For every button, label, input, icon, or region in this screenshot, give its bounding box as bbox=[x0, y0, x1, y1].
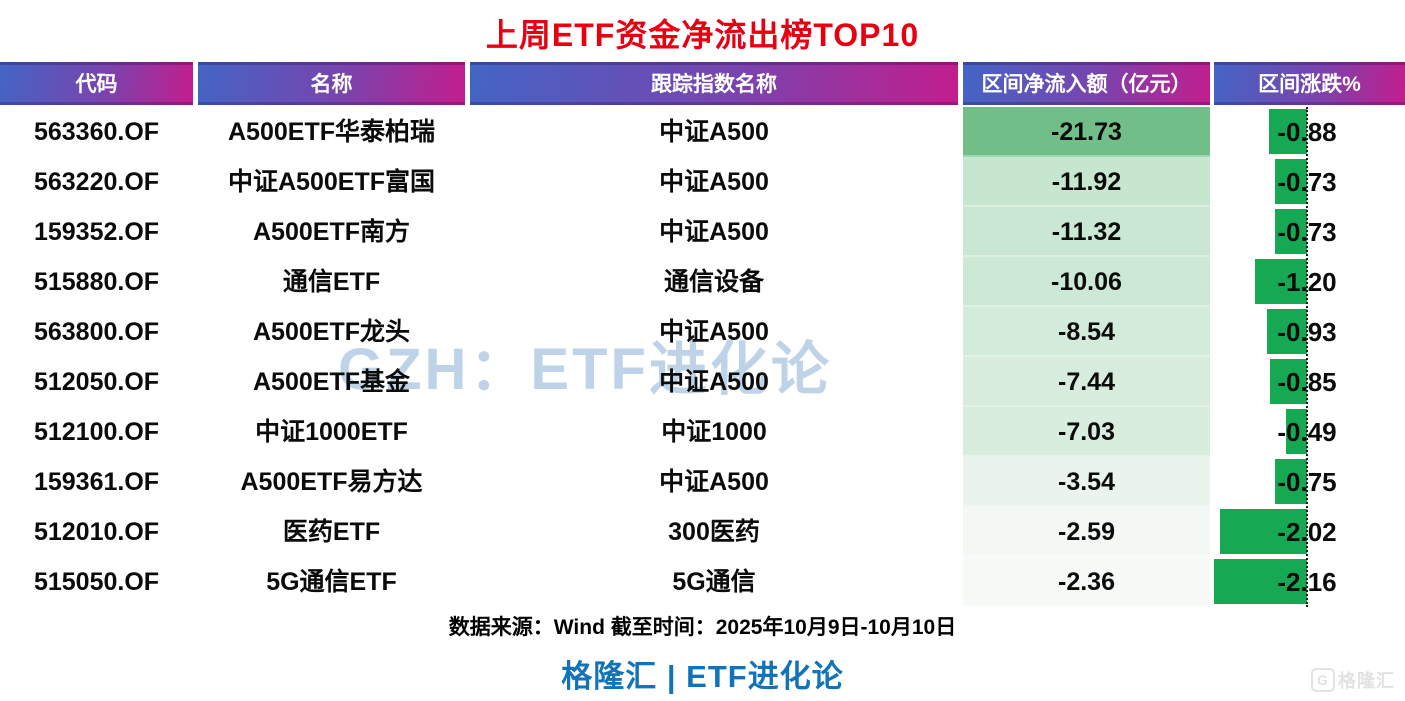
table-header-row: 代码 名称 跟踪指数名称 区间净流入额（亿元） 区间涨跌% bbox=[0, 62, 1405, 105]
table-row: 159352.OF A500ETF南方 中证A500 -11.32 -0.73 bbox=[0, 207, 1405, 257]
cell-netflow: -8.54 bbox=[963, 307, 1210, 357]
change-value: -0.88 bbox=[1277, 117, 1337, 147]
data-source-note: 数据来源：Wind 截至时间：2025年10月9日-10月10日 bbox=[448, 616, 957, 639]
cell-netflow: -7.03 bbox=[963, 407, 1210, 457]
cell-index: 中证A500 bbox=[659, 318, 769, 346]
cell-name: A500ETF易方达 bbox=[240, 468, 423, 496]
change-value: -0.75 bbox=[1277, 467, 1337, 497]
cell-netflow: -2.36 bbox=[963, 557, 1210, 607]
cell-index: 中证A500 bbox=[659, 218, 769, 246]
table-row: 159361.OF A500ETF易方达 中证A500 -3.54 -0.75 bbox=[0, 457, 1405, 507]
table-body: 563360.OF A500ETF华泰柏瑞 中证A500 -21.73 -0.8… bbox=[0, 107, 1405, 607]
cell-code: 563220.OF bbox=[33, 168, 160, 196]
change-bar bbox=[1266, 309, 1307, 354]
change-value: -2.02 bbox=[1277, 517, 1337, 547]
table-row: 512050.OF A500ETF基金 中证A500 -7.44 -0.85 bbox=[0, 357, 1405, 407]
footer-brand: 格隆汇 | ETF进化论 bbox=[561, 659, 844, 694]
gelonghui-logo-icon: G bbox=[1311, 668, 1335, 692]
cell-netflow: -11.32 bbox=[963, 207, 1210, 257]
cell-index: 300医药 bbox=[668, 518, 760, 546]
cell-index: 5G通信 bbox=[672, 568, 756, 596]
cell-code: 563360.OF bbox=[33, 118, 160, 146]
table-row: 563220.OF 中证A500ETF富国 中证A500 -11.92 -0.7… bbox=[0, 157, 1405, 207]
cell-code: 515050.OF bbox=[33, 568, 160, 596]
table-row: 563800.OF A500ETF龙头 中证A500 -8.54 -0.93 bbox=[0, 307, 1405, 357]
change-bar bbox=[1214, 559, 1307, 604]
cell-netflow: -3.54 bbox=[963, 457, 1210, 507]
table-row: 512010.OF 医药ETF 300医药 -2.59 -2.02 bbox=[0, 507, 1405, 557]
gelonghui-logo-text: 格隆汇 bbox=[1338, 671, 1395, 691]
table-row: 515880.OF 通信ETF 通信设备 -10.06 -1.20 bbox=[0, 257, 1405, 307]
cell-code: 515880.OF bbox=[33, 268, 160, 296]
cell-name: 中证A500ETF富国 bbox=[228, 168, 435, 196]
change-value: -0.93 bbox=[1277, 317, 1337, 347]
change-value: -0.49 bbox=[1277, 417, 1337, 447]
cell-name: 通信ETF bbox=[282, 268, 381, 296]
change-value: -0.85 bbox=[1277, 367, 1337, 397]
cell-name: 中证1000ETF bbox=[255, 418, 408, 446]
cell-index: 中证1000 bbox=[661, 418, 767, 446]
change-bar bbox=[1275, 159, 1307, 204]
cell-netflow: -21.73 bbox=[963, 107, 1210, 157]
change-bar bbox=[1275, 209, 1307, 254]
column-header-netflow: 区间净流入额（亿元） bbox=[963, 62, 1210, 105]
cell-change: -2.02 bbox=[1214, 507, 1405, 557]
change-bar bbox=[1219, 509, 1307, 554]
cell-code: 512050.OF bbox=[33, 368, 160, 396]
cell-name: A500ETF龙头 bbox=[253, 318, 410, 346]
change-bar bbox=[1255, 259, 1307, 304]
cell-index: 中证A500 bbox=[659, 118, 769, 146]
cell-name: A500ETF基金 bbox=[253, 368, 410, 396]
cell-code: 512100.OF bbox=[33, 418, 160, 446]
change-value: -0.73 bbox=[1277, 217, 1337, 247]
cell-netflow: -11.92 bbox=[963, 157, 1210, 207]
cell-netflow: -10.06 bbox=[963, 257, 1210, 307]
cell-name: A500ETF南方 bbox=[253, 218, 410, 246]
cell-change: -0.49 bbox=[1214, 407, 1405, 457]
gelonghui-logo: G 格隆汇 bbox=[1311, 667, 1395, 693]
column-header-code: 代码 bbox=[0, 62, 193, 105]
cell-code: 512010.OF bbox=[33, 518, 160, 546]
page-title: 上周ETF资金净流出榜TOP10 bbox=[485, 17, 920, 53]
cell-name: 5G通信ETF bbox=[266, 568, 397, 596]
cell-change: -0.75 bbox=[1214, 457, 1405, 507]
change-value: -2.16 bbox=[1277, 567, 1337, 597]
watermark-text: GZH：ETF进化论 bbox=[338, 337, 832, 402]
cell-change: -0.88 bbox=[1214, 107, 1405, 157]
cell-name: 医药ETF bbox=[282, 518, 381, 546]
change-bar bbox=[1270, 359, 1307, 404]
cell-index: 中证A500 bbox=[659, 368, 769, 396]
cell-name: A500ETF华泰柏瑞 bbox=[228, 118, 435, 146]
cell-index: 中证A500 bbox=[659, 168, 769, 196]
cell-code: 159352.OF bbox=[33, 218, 160, 246]
cell-change: -1.20 bbox=[1214, 257, 1405, 307]
cell-change: -0.93 bbox=[1214, 307, 1405, 357]
column-header-index: 跟踪指数名称 bbox=[470, 62, 958, 105]
cell-netflow: -2.59 bbox=[963, 507, 1210, 557]
change-bar bbox=[1274, 459, 1307, 504]
cell-change: -0.85 bbox=[1214, 357, 1405, 407]
change-value: -1.20 bbox=[1277, 267, 1337, 297]
table-row: 563360.OF A500ETF华泰柏瑞 中证A500 -21.73 -0.8… bbox=[0, 107, 1405, 157]
change-value: -0.73 bbox=[1277, 167, 1337, 197]
cell-change: -0.73 bbox=[1214, 207, 1405, 257]
cell-index: 中证A500 bbox=[659, 468, 769, 496]
column-header-name: 名称 bbox=[198, 62, 465, 105]
change-bar bbox=[1285, 409, 1307, 454]
cell-netflow: -7.44 bbox=[963, 357, 1210, 407]
cell-change: -2.16 bbox=[1214, 557, 1405, 607]
zero-baseline-dotted-line bbox=[1306, 107, 1308, 607]
table-row: 515050.OF 5G通信ETF 5G通信 -2.36 -2.16 bbox=[0, 557, 1405, 607]
cell-index: 通信设备 bbox=[663, 268, 764, 296]
column-header-change: 区间涨跌% bbox=[1214, 62, 1405, 105]
cell-change: -0.73 bbox=[1214, 157, 1405, 207]
cell-code: 563800.OF bbox=[33, 318, 160, 346]
cell-code: 159361.OF bbox=[33, 468, 160, 496]
change-bar bbox=[1268, 109, 1307, 154]
table-row: 512100.OF 中证1000ETF 中证1000 -7.03 -0.49 bbox=[0, 407, 1405, 457]
